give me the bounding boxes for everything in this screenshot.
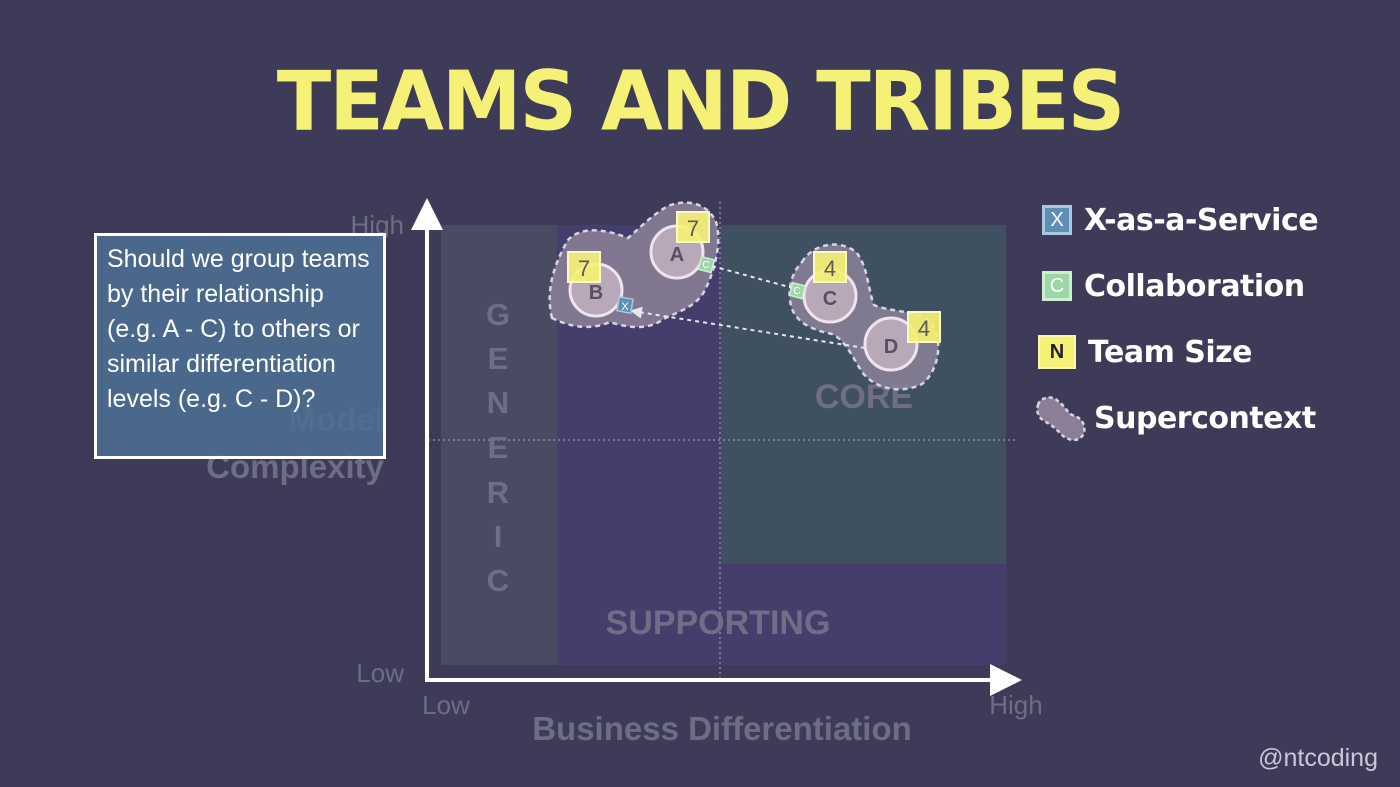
legend-label: X-as-a-Service	[1084, 202, 1319, 238]
team-size: 7	[687, 216, 699, 241]
supporting-label: SUPPORTING	[606, 604, 831, 642]
generic-letter: I	[494, 519, 503, 554]
xaas-symbol: X	[621, 301, 629, 313]
team-d-size-badge: 4	[907, 311, 941, 343]
xaas-marker-b: X	[616, 296, 634, 314]
generic-letter: G	[486, 297, 510, 332]
generic-letter: E	[488, 341, 509, 376]
legend-label: Team Size	[1088, 334, 1252, 370]
legend-label: Supercontext	[1094, 400, 1316, 436]
team-c-size-badge: 4	[813, 251, 847, 283]
team-label: D	[884, 336, 898, 358]
generic-letter: R	[487, 475, 509, 510]
supercontext-icon	[1036, 396, 1086, 442]
team-size-icon: N	[1038, 335, 1076, 369]
generic-letter: C	[487, 563, 509, 598]
collaboration-marker-c: C	[788, 281, 807, 300]
legend-item-xaas: X X-as-a-Service	[1034, 200, 1319, 240]
legend-label: Collaboration	[1084, 268, 1305, 304]
generic-label: G E N E R I C	[486, 297, 510, 598]
collaboration-symbol: C	[702, 260, 709, 271]
team-b-size-badge: 7	[567, 251, 601, 283]
collaboration-marker-a: C	[697, 255, 716, 274]
collaboration-symbol: C	[793, 286, 800, 297]
x-axis-title: Business Differentiation	[532, 710, 912, 747]
generic-letter: E	[488, 430, 509, 465]
legend-item-supercontext: Supercontext	[1034, 396, 1316, 442]
y-axis-low-label: Low	[356, 658, 404, 688]
xaas-icon: X	[1042, 205, 1072, 235]
team-size: 4	[824, 256, 836, 281]
generic-region	[441, 225, 557, 665]
team-d[interactable]: D	[863, 316, 919, 372]
team-label: C	[823, 288, 837, 310]
generic-letter: N	[487, 385, 509, 420]
team-label: B	[589, 282, 603, 304]
x-axis-high-label: High	[989, 690, 1042, 720]
team-label: A	[670, 244, 684, 266]
collaboration-icon: C	[1042, 271, 1072, 301]
team-a-size-badge: 7	[676, 211, 710, 243]
x-axis-low-label: Low	[422, 690, 470, 720]
slide-title: TEAMS AND TRIBES	[276, 54, 1126, 149]
legend-item-collaboration: C Collaboration	[1034, 266, 1305, 306]
question-callout: Should we group teams by their relations…	[94, 233, 386, 459]
legend-item-team-size: N Team Size	[1034, 332, 1252, 372]
team-size: 7	[578, 256, 590, 281]
author-credit: @ntcoding	[1258, 744, 1378, 772]
team-size: 4	[918, 316, 930, 341]
